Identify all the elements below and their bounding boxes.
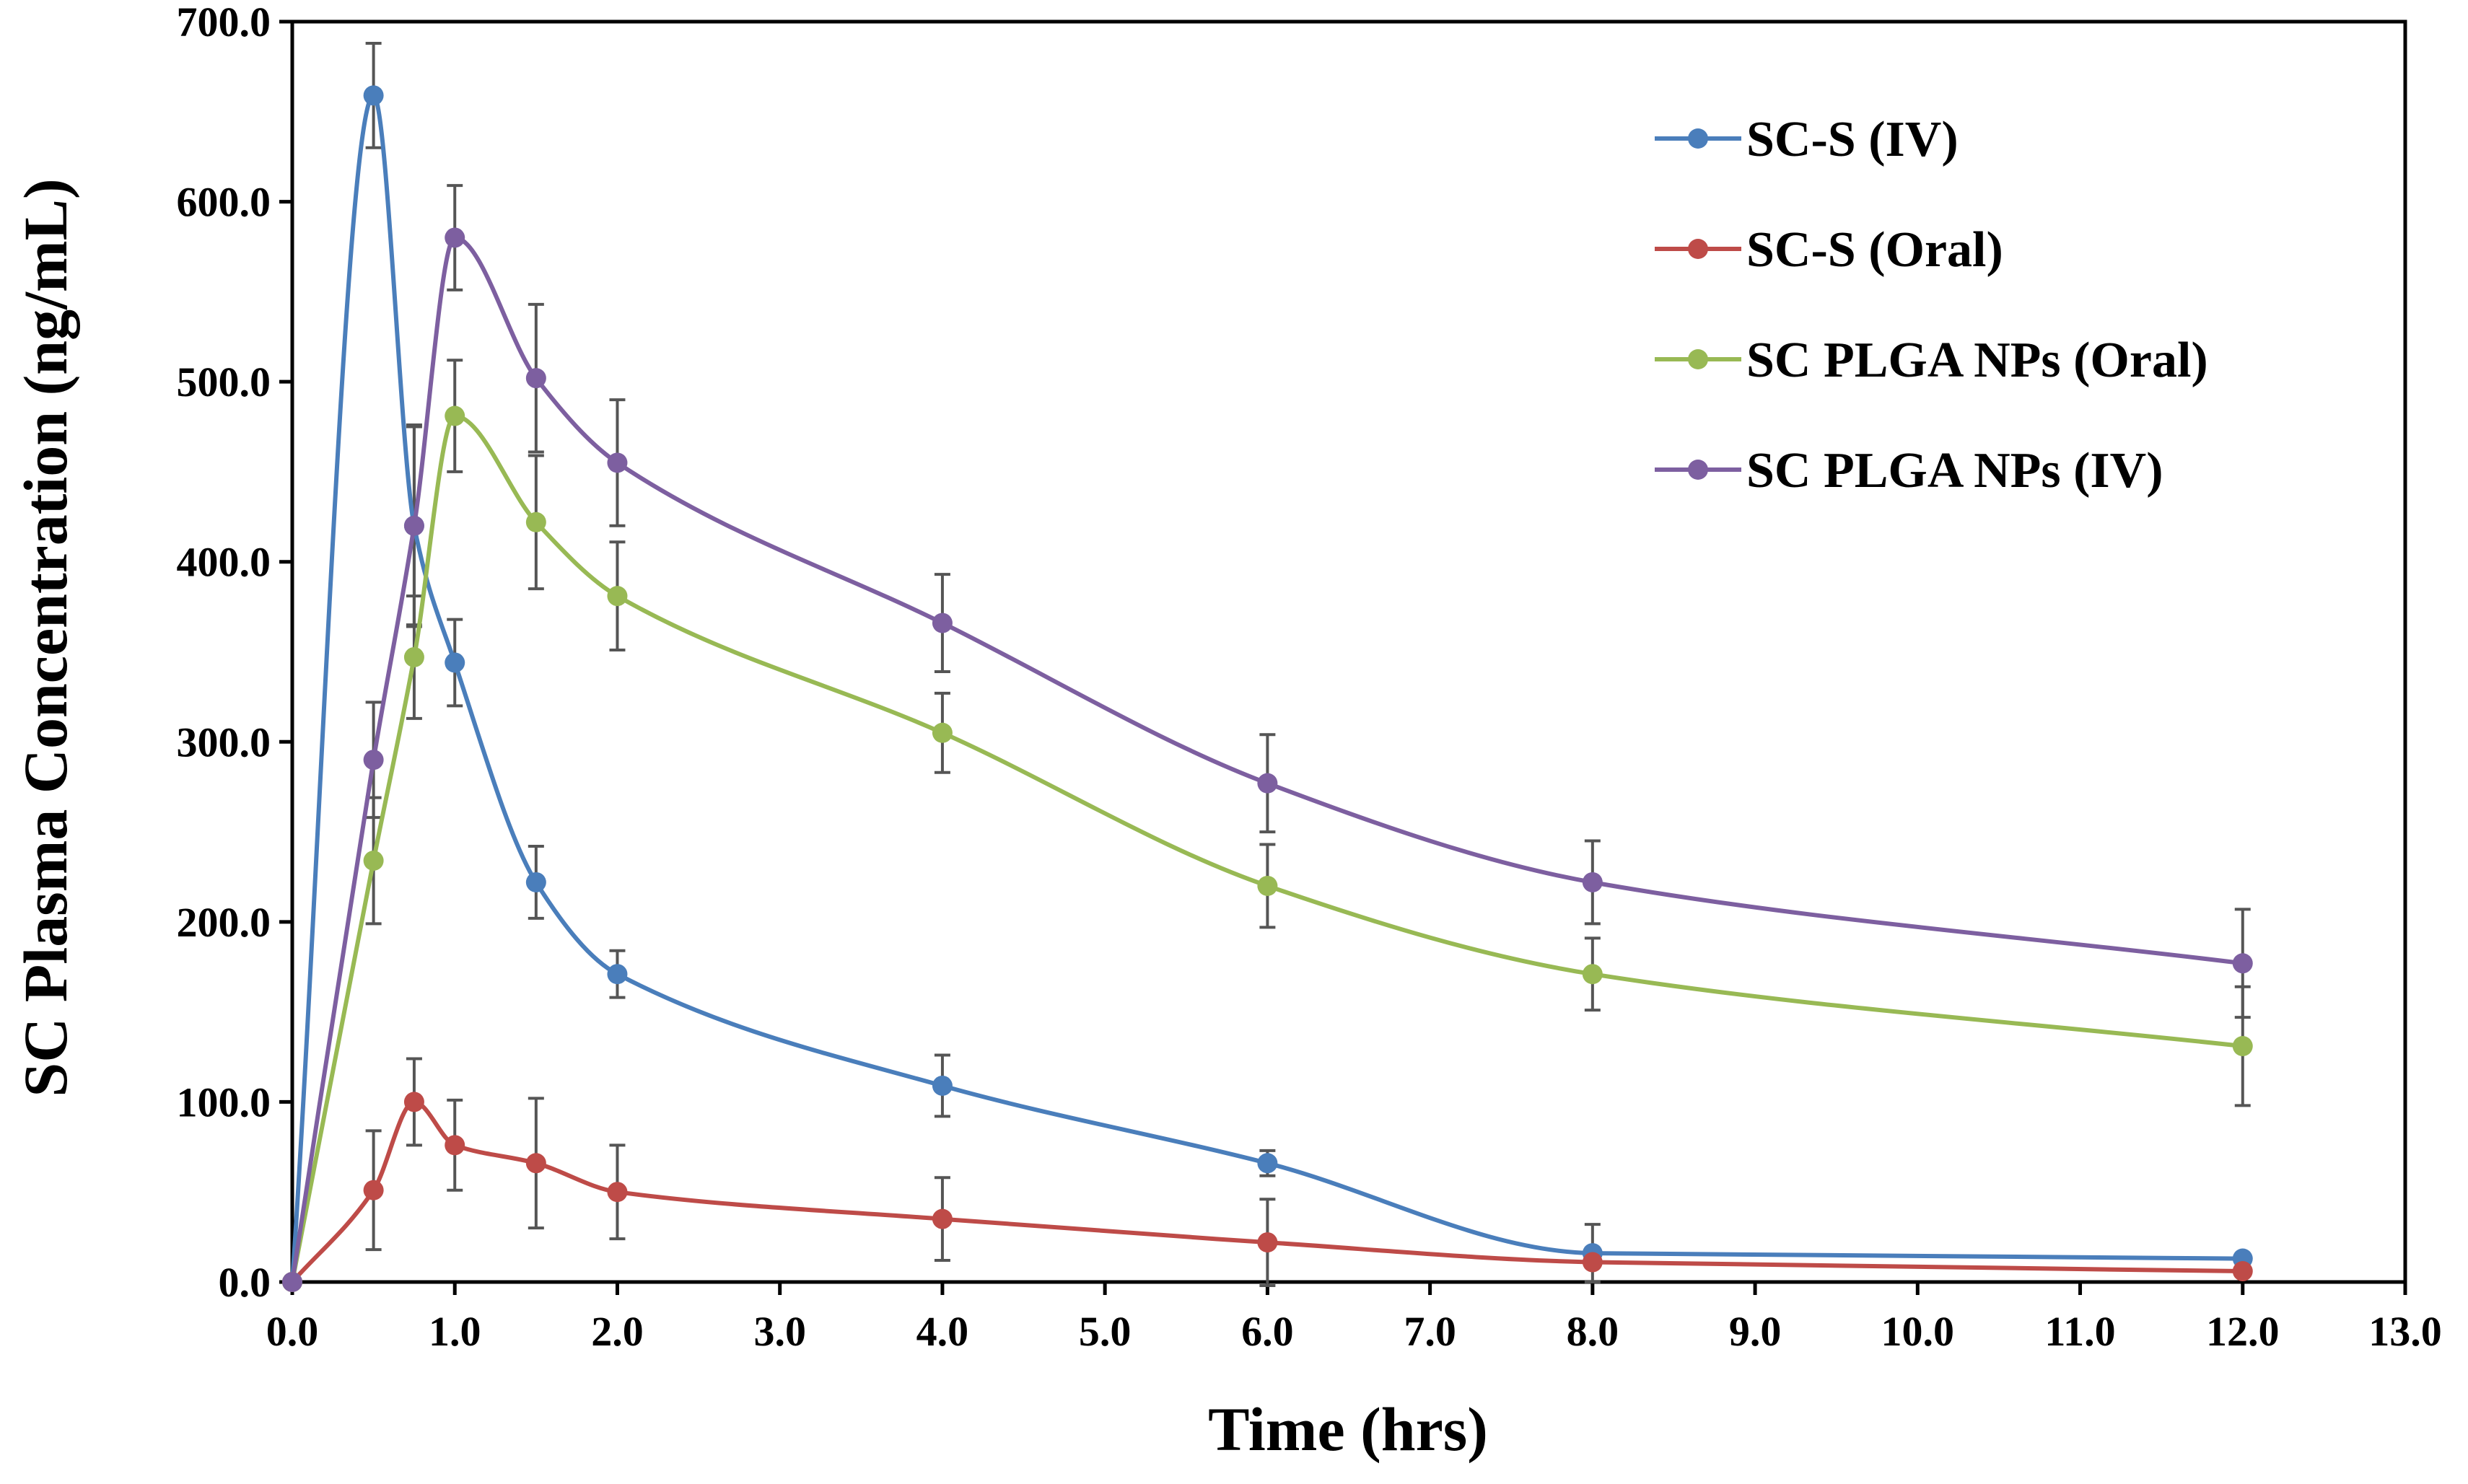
data-point [1257,875,1278,896]
legend-label: SC PLGA NPs (IV) [1746,443,2163,499]
data-point [363,1180,384,1200]
y-tick-label: 500.0 [177,359,271,405]
legend-marker [1688,349,1708,369]
data-point [2232,953,2253,974]
x-tick-label: 2.0 [591,1308,644,1355]
series-line-0 [290,93,2243,1283]
legend-marker [1688,239,1708,259]
x-tick-label: 1.0 [429,1308,481,1355]
x-tick-label: 10.0 [1881,1308,1955,1355]
data-point [403,1092,424,1112]
x-tick-label: 11.0 [2044,1308,2115,1355]
x-tick-label: 6.0 [1241,1308,1294,1355]
data-point [607,964,628,985]
y-tick-label: 300.0 [177,719,271,765]
legend-label: SC PLGA NPs (Oral) [1746,333,2208,388]
data-point [445,652,465,673]
data-point [1257,773,1278,794]
data-point [932,613,953,633]
y-tick-label: 400.0 [177,539,271,586]
y-tick-label: 0.0 [219,1259,271,1306]
y-tick-label: 700.0 [177,0,271,45]
error-bars-1 [365,1057,1276,1287]
legend-marker [1688,128,1708,149]
error-bars-3 [365,184,2251,1019]
x-tick-label: 12.0 [2206,1308,2280,1355]
data-point [607,1182,628,1203]
data-point [1582,964,1603,985]
data-point [403,646,424,667]
data-point [2232,1261,2253,1282]
legend-item-2: SC PLGA NPs (Oral) [1655,333,2208,388]
data-point [1582,871,1603,892]
data-point [445,405,465,426]
series-points-3 [282,227,2253,1292]
data-point [932,1208,953,1229]
data-point [363,85,384,106]
data-point [607,586,628,607]
data-point [445,227,465,248]
x-tick-label: 3.0 [753,1308,806,1355]
data-point [282,1272,302,1292]
data-point [525,871,546,892]
y-tick-label: 200.0 [177,899,271,946]
data-point [363,750,384,770]
legend-label: SC-S (IV) [1746,112,1959,167]
x-tick-label: 9.0 [1729,1308,1782,1355]
series-layer [282,41,2253,1292]
plot-frame [290,19,2407,1284]
x-axis-title: Time (hrs) [1208,1395,1488,1464]
data-point [403,515,424,536]
legend: SC-S (IV) SC-S (Oral) SC PLGA NPs (Oral) SC… [1655,112,2208,499]
x-tick-label: 13.0 [2368,1308,2442,1355]
y-tick-label: 600.0 [177,179,271,226]
legend-item-0: SC-S (IV) [1655,112,1959,167]
axes-layer: 0.0 100.0 200.0 300.0 400.0 500.0 600.0 700.0 0.… [177,0,2442,1355]
x-tick-label: 5.0 [1079,1308,1132,1355]
x-tick-label: 4.0 [916,1308,969,1355]
data-point [525,512,546,532]
data-point [1257,1153,1278,1174]
y-axis-title: SC Plasma Concentration (ng/mL) [11,178,80,1097]
data-point [607,452,628,473]
data-point [525,1153,546,1174]
x-tick-label: 8.0 [1567,1308,1619,1355]
series-points-2 [282,405,2253,1292]
data-point [445,1135,465,1156]
legend-item-3: SC PLGA NPs (IV) [1655,443,2163,499]
data-point [932,722,953,743]
x-tick-label: 0.0 [266,1308,319,1355]
x-tick-label: 7.0 [1404,1308,1456,1355]
legend-label: SC-S (Oral) [1746,222,2003,278]
data-point [2232,1036,2253,1057]
data-point [1257,1232,1278,1253]
legend-item-1: SC-S (Oral) [1655,222,2003,278]
data-point [525,368,546,389]
data-point [1582,1252,1603,1273]
legend-marker [1688,460,1708,480]
data-point [932,1075,953,1096]
y-tick-label: 100.0 [177,1079,271,1125]
data-point [363,851,384,871]
